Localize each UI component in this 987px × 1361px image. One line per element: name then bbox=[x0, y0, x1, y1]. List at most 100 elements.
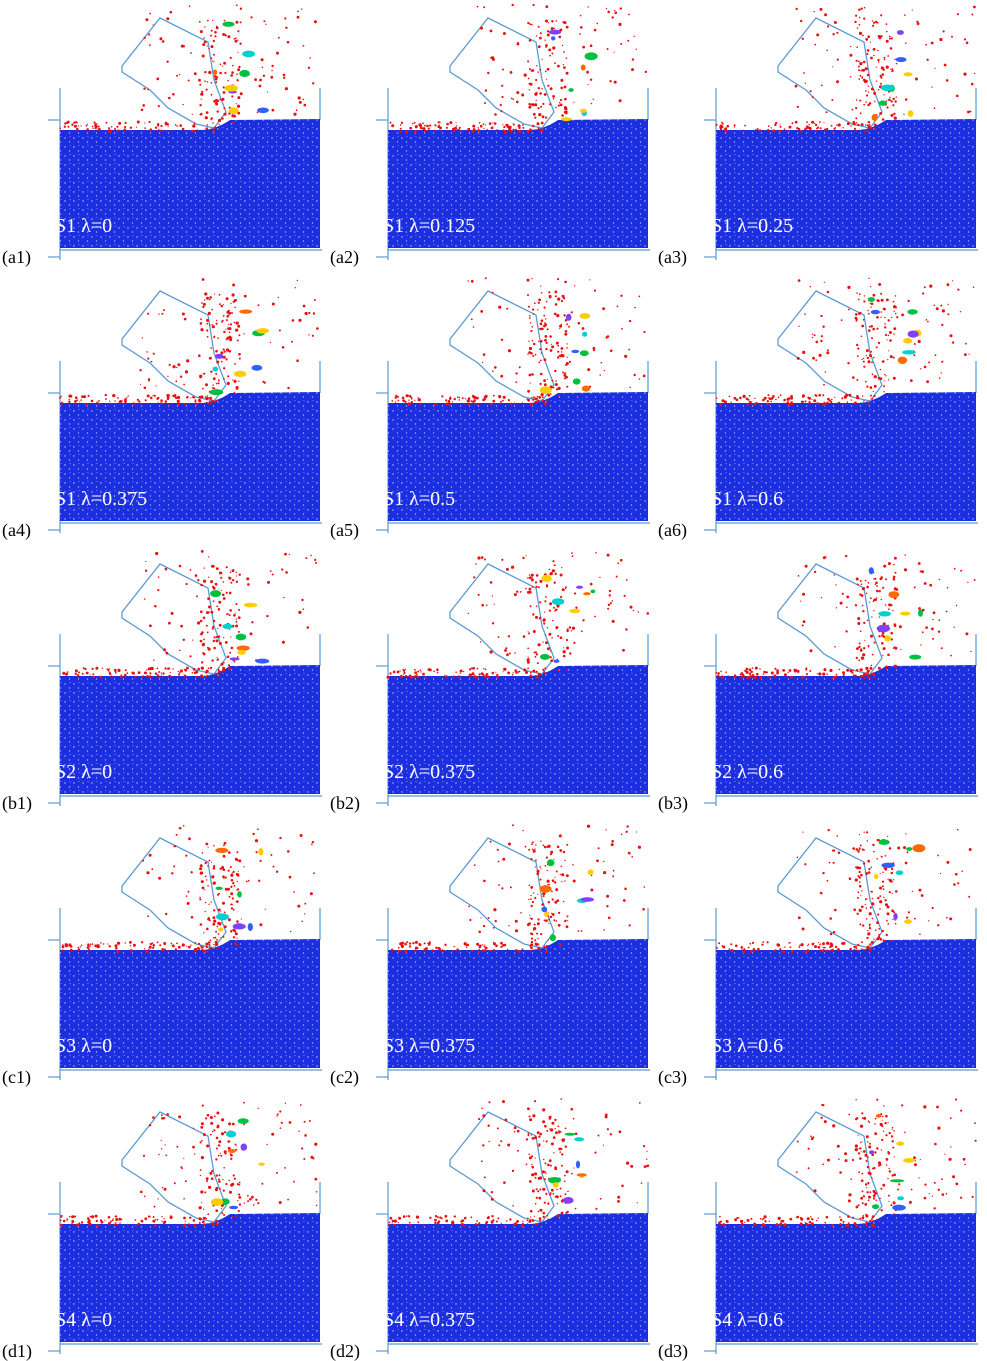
debris bbox=[216, 320, 217, 321]
debris bbox=[973, 286, 975, 288]
debris bbox=[178, 671, 179, 672]
debris bbox=[237, 105, 240, 108]
debris bbox=[566, 639, 568, 641]
debris bbox=[888, 1152, 891, 1155]
debris bbox=[873, 48, 876, 51]
debris bbox=[200, 640, 203, 643]
debris bbox=[647, 612, 650, 615]
debris bbox=[879, 908, 881, 910]
debris bbox=[228, 664, 230, 666]
debris bbox=[716, 397, 718, 399]
debris bbox=[230, 572, 232, 574]
debris bbox=[62, 673, 63, 674]
debris bbox=[746, 403, 748, 405]
debris bbox=[528, 1220, 531, 1223]
debris bbox=[223, 662, 225, 664]
debris bbox=[868, 582, 870, 584]
debris bbox=[535, 1157, 536, 1158]
debris bbox=[202, 388, 204, 390]
debris bbox=[200, 584, 203, 587]
debris bbox=[222, 902, 225, 905]
debris bbox=[206, 319, 209, 322]
debris bbox=[196, 595, 198, 597]
debris bbox=[749, 675, 752, 678]
debris bbox=[551, 20, 553, 22]
debris bbox=[873, 1197, 875, 1199]
debris bbox=[230, 931, 232, 933]
debris bbox=[642, 908, 645, 911]
debris bbox=[404, 943, 407, 946]
debris bbox=[566, 874, 569, 877]
debris bbox=[508, 843, 511, 846]
debris bbox=[858, 78, 860, 80]
debris bbox=[538, 1177, 541, 1180]
debris bbox=[761, 944, 763, 946]
debris bbox=[861, 359, 862, 360]
debris bbox=[564, 98, 567, 101]
debris bbox=[276, 871, 278, 873]
debris bbox=[239, 574, 241, 576]
debris bbox=[804, 863, 806, 865]
debris bbox=[861, 890, 862, 891]
debris bbox=[504, 649, 507, 652]
debris bbox=[867, 932, 870, 935]
debris bbox=[886, 666, 888, 668]
debris bbox=[426, 125, 429, 128]
debris bbox=[71, 1215, 74, 1218]
debris bbox=[482, 944, 483, 945]
debris bbox=[805, 565, 808, 568]
debris bbox=[303, 99, 305, 101]
debris bbox=[974, 579, 976, 581]
debris bbox=[229, 331, 231, 333]
debris bbox=[115, 672, 117, 674]
debris bbox=[206, 928, 209, 931]
debris bbox=[266, 1144, 267, 1145]
debris bbox=[539, 1220, 541, 1222]
debris bbox=[314, 1178, 317, 1181]
debris bbox=[398, 1222, 399, 1223]
debris bbox=[222, 866, 224, 868]
debris bbox=[285, 1103, 286, 1104]
panel: S3 λ=0.6(c3) bbox=[658, 829, 978, 1088]
debris bbox=[561, 567, 562, 568]
debris bbox=[434, 403, 437, 406]
debris bbox=[159, 944, 161, 946]
debris bbox=[873, 92, 876, 95]
debris bbox=[868, 329, 871, 332]
debris bbox=[834, 128, 836, 130]
debris bbox=[864, 7, 866, 9]
debris bbox=[598, 847, 600, 849]
fragment bbox=[591, 590, 596, 594]
debris bbox=[824, 947, 826, 949]
debris bbox=[855, 604, 857, 606]
debris bbox=[162, 40, 165, 43]
debris bbox=[809, 1221, 812, 1224]
debris bbox=[484, 945, 485, 946]
debris bbox=[866, 831, 868, 833]
debris bbox=[942, 1193, 945, 1196]
debris bbox=[888, 379, 889, 380]
debris bbox=[818, 946, 821, 949]
debris bbox=[514, 1131, 516, 1133]
debris bbox=[304, 104, 307, 107]
panel: S4 λ=0(d1) bbox=[2, 1102, 322, 1361]
debris bbox=[808, 944, 809, 945]
panel: S1 λ=0.125(a2) bbox=[330, 4, 650, 268]
debris bbox=[211, 1177, 214, 1180]
debris bbox=[566, 26, 569, 29]
debris bbox=[852, 109, 854, 111]
debris bbox=[258, 880, 260, 882]
debris bbox=[61, 396, 62, 397]
debris bbox=[968, 896, 970, 898]
debris bbox=[800, 130, 803, 133]
debris bbox=[871, 941, 874, 944]
debris bbox=[87, 946, 90, 949]
debris bbox=[546, 584, 548, 586]
debris bbox=[554, 313, 557, 316]
debris bbox=[230, 866, 232, 868]
debris bbox=[729, 396, 731, 398]
debris bbox=[471, 667, 473, 669]
fragment bbox=[892, 1205, 906, 1211]
debris bbox=[901, 314, 904, 317]
debris bbox=[608, 917, 611, 920]
